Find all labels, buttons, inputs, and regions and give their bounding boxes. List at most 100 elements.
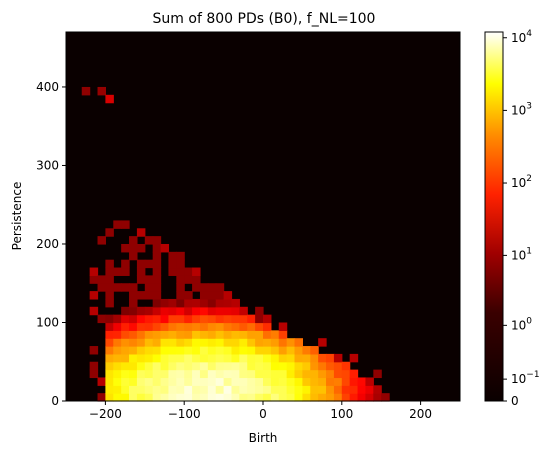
heatmap-cell [207, 361, 217, 371]
heatmap-cell [176, 322, 185, 331]
heatmap-cell [341, 361, 351, 371]
heatmap-cell [121, 283, 130, 292]
heatmap-cell [160, 243, 170, 253]
heatmap-cell [105, 283, 114, 292]
heatmap-cell [310, 369, 319, 379]
heatmap-cell [136, 275, 146, 284]
heatmap-cell [105, 259, 114, 269]
heatmap-cell [152, 353, 162, 363]
heatmap-cell [160, 314, 170, 324]
heatmap-cell [223, 361, 233, 371]
heatmap-cell [231, 338, 240, 347]
heatmap-cell [215, 291, 225, 300]
heatmap-cell [168, 314, 177, 324]
heatmap-cell [168, 267, 177, 276]
heatmap-cell [278, 377, 288, 386]
heatmap-cell [192, 377, 201, 386]
heatmap-cell [326, 393, 335, 402]
heatmap-cell [168, 369, 177, 379]
heatmap-cell [152, 283, 162, 292]
heatmap-cell [121, 369, 130, 379]
heatmap-cell [129, 330, 138, 339]
heatmap-cell [207, 283, 217, 292]
heatmap-cell [129, 377, 138, 386]
heatmap-cell [302, 377, 311, 386]
heatmap-cell [247, 314, 256, 324]
heatmap-cell [270, 353, 280, 363]
heatmap-cell [129, 369, 138, 379]
heatmap-cell [121, 259, 130, 269]
heatmap-cell [89, 369, 99, 379]
heatmap-cell [231, 306, 240, 316]
heatmap-cell [113, 322, 122, 331]
heatmap-cell [89, 306, 99, 316]
heatmap-cell [341, 385, 351, 394]
heatmap-cell [286, 377, 296, 386]
heatmap-cell [97, 393, 106, 402]
heatmap-cell [97, 275, 106, 284]
heatmap-cell [231, 361, 240, 371]
heatmap-cell [184, 298, 193, 308]
heatmap-cell [247, 369, 256, 379]
heatmap-cell [215, 361, 225, 371]
heatmap-cell [349, 393, 359, 402]
heatmap-cell [192, 314, 201, 324]
heatmap-cell [144, 369, 154, 379]
heatmap-cell [223, 338, 233, 347]
heatmap-cell [207, 314, 217, 324]
heatmap-cell [184, 267, 193, 276]
heatmap-cell [168, 251, 177, 261]
heatmap-cell [192, 385, 201, 394]
heatmap-cell [176, 385, 185, 394]
heatmap-cell [263, 361, 272, 371]
heatmap-cell [199, 322, 209, 331]
heatmap-cell [223, 322, 233, 331]
colorbar-tick-label: 104 [511, 29, 532, 45]
heatmap-cell [207, 298, 217, 308]
heatmap-cell [136, 369, 146, 379]
heatmap-cell [192, 369, 201, 379]
heatmap-cell [184, 377, 193, 386]
heatmap-cell [263, 353, 272, 363]
heatmap-cell [129, 385, 138, 394]
heatmap-cell [270, 369, 280, 379]
heatmap-cell [207, 369, 217, 379]
heatmap-cell [326, 361, 335, 371]
heatmap-cell [247, 361, 256, 371]
heatmap-cell [341, 377, 351, 386]
heatmap-cell [239, 338, 248, 347]
heatmap-cell [152, 346, 162, 355]
heatmap-cell [239, 377, 248, 386]
heatmap-cell [144, 353, 154, 363]
heatmap-cell [168, 346, 177, 355]
heatmap-cell [302, 346, 311, 355]
heatmap-cell [176, 267, 185, 276]
heatmap-cell [176, 377, 185, 386]
heatmap-cell [121, 393, 130, 402]
heatmap-cell [278, 338, 288, 347]
heatmap-cell [129, 243, 138, 253]
heatmap-cell [255, 346, 264, 355]
heatmap-cell [129, 291, 138, 300]
heatmap-cell [168, 306, 177, 316]
heatmap-cell [247, 338, 256, 347]
heatmap-cell [152, 361, 162, 371]
heatmap-cell [270, 338, 280, 347]
heatmap-cell [263, 338, 272, 347]
heatmap-cell [199, 330, 209, 339]
heatmap-cell [294, 338, 303, 347]
heatmap-cell [184, 353, 193, 363]
heatmap-cell [207, 306, 217, 316]
heatmap-cell [97, 236, 106, 245]
heatmap-cell [192, 306, 201, 316]
chart-title: Sum of 800 PDs (B0), f_NL=100 [153, 11, 376, 27]
heatmap-cell [215, 322, 225, 331]
heatmap-cell [302, 393, 311, 402]
heatmap-cell [373, 385, 382, 394]
heatmap-cell [255, 361, 264, 371]
heatmap-cell [152, 251, 162, 261]
heatmap-cell [105, 346, 114, 355]
heatmap-cell [144, 291, 154, 300]
heatmap-cell [255, 330, 264, 339]
heatmap-cell [223, 393, 233, 402]
